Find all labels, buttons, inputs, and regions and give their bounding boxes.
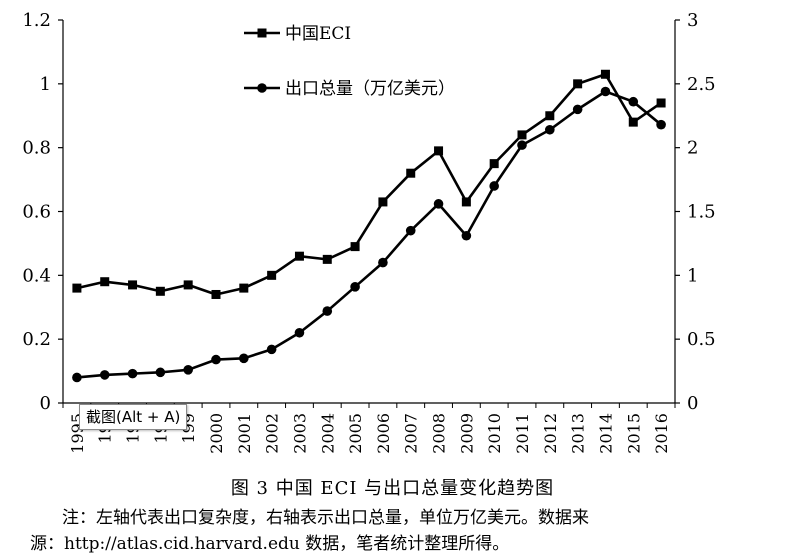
eci-point [322, 254, 332, 264]
x-tick-label: 2000 [207, 413, 226, 454]
export-point [489, 181, 499, 191]
x-tick-label: 2015 [624, 413, 643, 454]
legend-export-marker [257, 83, 267, 93]
eci-point [489, 159, 499, 169]
x-tick-label: 2004 [318, 413, 337, 454]
left-tick-label: 0.6 [22, 202, 51, 223]
x-tick-label: 2010 [485, 413, 504, 454]
right-tick-label: 2 [687, 138, 698, 159]
export-point [433, 199, 444, 209]
legend-eci-label: 中国ECI [285, 24, 351, 44]
left-tick-label: 0 [40, 393, 51, 414]
eci-point [294, 251, 304, 261]
export-point [266, 344, 277, 355]
eci-point [350, 242, 360, 252]
eci-point [628, 117, 638, 127]
eci-point [545, 111, 555, 121]
export-point [211, 354, 221, 365]
right-tick-label: 0.5 [687, 329, 716, 350]
eci-point [406, 168, 416, 178]
legend-eci-marker [257, 28, 267, 38]
export-point [600, 86, 611, 97]
eci-series-line [76, 72, 662, 296]
export-point [628, 96, 639, 107]
x-tick-label: 2008 [430, 413, 449, 454]
export-point [517, 140, 527, 150]
export-point [378, 257, 388, 268]
eci-point [211, 289, 221, 299]
left-tick-label: 0.2 [22, 329, 51, 350]
export-point [461, 230, 472, 241]
right-tick-label: 3 [687, 10, 698, 31]
x-tick-label: 2009 [457, 413, 476, 454]
x-tick-label: 2001 [235, 413, 254, 454]
export-point [183, 365, 193, 375]
export-point [239, 353, 249, 364]
eci-point [100, 277, 110, 287]
export-point [545, 124, 555, 135]
eci-point [656, 98, 666, 108]
left-tick-label: 1 [40, 74, 51, 95]
x-tick-label: 2003 [290, 413, 309, 454]
right-tick-label: 0 [687, 393, 698, 414]
export-point [322, 306, 333, 316]
figure-note-line2: 源：http://atlas.cid.harvard.edu 数据，笔者统计整理… [30, 534, 510, 554]
x-tick-label: 2002 [263, 413, 282, 454]
eci-point [461, 197, 471, 207]
export-point [155, 367, 166, 378]
x-tick-label: 2012 [541, 413, 560, 454]
right-tick-label: 1.5 [687, 202, 716, 223]
export-point [405, 225, 416, 236]
x-tick-label: 2005 [346, 413, 365, 454]
eci-point [128, 280, 138, 290]
figure-note-line1: 注：左轴代表出口复杂度，右轴表示出口总量，单位万亿美元。数据来 [62, 508, 589, 528]
right-tick-label: 1 [687, 265, 698, 286]
export-series-line [76, 90, 662, 379]
x-tick-label: 2013 [569, 413, 588, 454]
eci-point [183, 280, 193, 290]
export-point [72, 372, 82, 383]
x-tick-label: 2011 [513, 413, 532, 454]
left-tick-label: 1.2 [22, 10, 51, 31]
legend-export-label: 出口总量（万亿美元） [285, 79, 455, 99]
chart: 00.20.40.60.811.200.511.522.531995199199… [22, 10, 716, 454]
export-point [99, 370, 110, 380]
x-tick-label: 2006 [374, 413, 393, 454]
eci-point [239, 283, 249, 293]
x-tick-label: 2007 [402, 413, 421, 454]
eci-point [573, 79, 583, 89]
eci-point [267, 270, 277, 280]
x-tick-label: 2016 [652, 413, 671, 454]
export-point [572, 104, 583, 115]
eci-point [155, 286, 165, 296]
screenshot-tooltip: 截图(Alt + A) [79, 404, 188, 430]
export-point [294, 327, 305, 338]
figure-caption: 图 3 中国 ECI 与出口总量变化趋势图 [230, 478, 555, 499]
export-point [350, 282, 360, 292]
x-tick-label: 2014 [596, 413, 615, 454]
left-tick-label: 0.4 [22, 265, 51, 286]
right-tick-label: 2.5 [687, 74, 716, 95]
eci-point [72, 283, 82, 293]
eci-point [434, 146, 444, 156]
eci-point [517, 130, 527, 140]
eci-point [378, 197, 388, 207]
left-tick-label: 0.8 [22, 138, 51, 159]
export-point [656, 119, 666, 130]
export-point [127, 368, 138, 379]
eci-point [600, 69, 610, 79]
